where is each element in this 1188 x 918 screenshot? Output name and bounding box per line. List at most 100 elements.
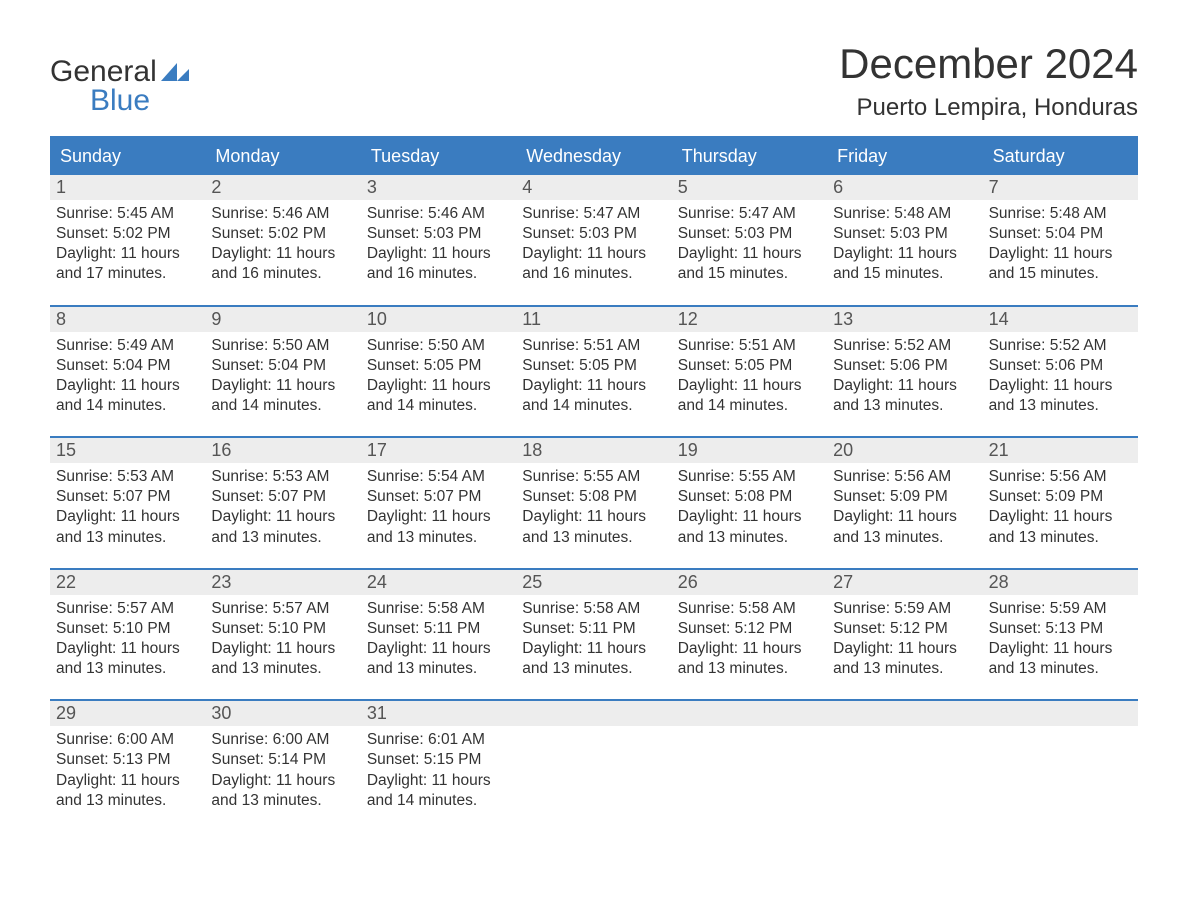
day-number: 8 (50, 307, 205, 332)
logo-text: General Blue (50, 58, 189, 115)
daylight-text-2: and 13 minutes. (989, 528, 1132, 548)
day-cell: Sunrise: 5:48 AMSunset: 5:04 PMDaylight:… (983, 200, 1138, 285)
day-cell (516, 726, 671, 811)
daylight-text-1: Daylight: 11 hours (56, 639, 199, 659)
sunset-text: Sunset: 5:13 PM (989, 619, 1132, 639)
day-of-week-header: Saturday (983, 138, 1138, 175)
sunset-text: Sunset: 5:03 PM (833, 224, 976, 244)
daylight-text-2: and 14 minutes. (367, 791, 510, 811)
day-number: 4 (516, 175, 671, 200)
sunrise-text: Sunrise: 5:58 AM (522, 599, 665, 619)
daylight-text-1: Daylight: 11 hours (522, 507, 665, 527)
sunrise-text: Sunrise: 6:00 AM (211, 730, 354, 750)
day-number (672, 701, 827, 726)
sunrise-text: Sunrise: 5:52 AM (989, 336, 1132, 356)
sunset-text: Sunset: 5:14 PM (211, 750, 354, 770)
sunrise-text: Sunrise: 5:48 AM (833, 204, 976, 224)
sunrise-text: Sunrise: 5:51 AM (522, 336, 665, 356)
daylight-text-1: Daylight: 11 hours (367, 244, 510, 264)
daylight-text-2: and 16 minutes. (367, 264, 510, 284)
daylight-text-1: Daylight: 11 hours (678, 507, 821, 527)
daylight-text-2: and 13 minutes. (833, 528, 976, 548)
sunset-text: Sunset: 5:10 PM (211, 619, 354, 639)
title-block: December 2024 Puerto Lempira, Honduras (839, 40, 1138, 122)
day-cell: Sunrise: 6:01 AMSunset: 5:15 PMDaylight:… (361, 726, 516, 811)
sunrise-text: Sunrise: 5:48 AM (989, 204, 1132, 224)
sunset-text: Sunset: 5:11 PM (367, 619, 510, 639)
sunset-text: Sunset: 5:03 PM (678, 224, 821, 244)
daylight-text-2: and 13 minutes. (56, 659, 199, 679)
sunset-text: Sunset: 5:07 PM (56, 487, 199, 507)
day-of-week-header: Monday (205, 138, 360, 175)
sunrise-text: Sunrise: 5:47 AM (522, 204, 665, 224)
calendar-page: General Blue December 2024 Puerto Lempir… (0, 0, 1188, 851)
daylight-text-1: Daylight: 11 hours (833, 507, 976, 527)
day-number: 22 (50, 570, 205, 595)
sunset-text: Sunset: 5:05 PM (522, 356, 665, 376)
day-number: 18 (516, 438, 671, 463)
day-cell: Sunrise: 5:55 AMSunset: 5:08 PMDaylight:… (672, 463, 827, 548)
day-cell (672, 726, 827, 811)
day-cell: Sunrise: 5:58 AMSunset: 5:11 PMDaylight:… (361, 595, 516, 680)
sunset-text: Sunset: 5:08 PM (678, 487, 821, 507)
day-cell: Sunrise: 5:56 AMSunset: 5:09 PMDaylight:… (827, 463, 982, 548)
day-cell (827, 726, 982, 811)
sunrise-text: Sunrise: 5:53 AM (211, 467, 354, 487)
day-cell: Sunrise: 5:50 AMSunset: 5:05 PMDaylight:… (361, 332, 516, 417)
daylight-text-1: Daylight: 11 hours (833, 376, 976, 396)
sunrise-text: Sunrise: 5:46 AM (211, 204, 354, 224)
sunset-text: Sunset: 5:06 PM (833, 356, 976, 376)
daylight-text-2: and 14 minutes. (367, 396, 510, 416)
daylight-text-2: and 13 minutes. (56, 791, 199, 811)
daylight-text-1: Daylight: 11 hours (678, 244, 821, 264)
day-cell (983, 726, 1138, 811)
sunrise-text: Sunrise: 5:58 AM (367, 599, 510, 619)
day-cell: Sunrise: 5:45 AMSunset: 5:02 PMDaylight:… (50, 200, 205, 285)
sunset-text: Sunset: 5:02 PM (211, 224, 354, 244)
daylight-text-2: and 15 minutes. (833, 264, 976, 284)
sunrise-text: Sunrise: 5:59 AM (989, 599, 1132, 619)
calendar-grid: SundayMondayTuesdayWednesdayThursdayFrid… (50, 136, 1138, 811)
day-cell: Sunrise: 6:00 AMSunset: 5:14 PMDaylight:… (205, 726, 360, 811)
daylight-text-2: and 13 minutes. (678, 528, 821, 548)
day-number: 30 (205, 701, 360, 726)
daylight-text-2: and 13 minutes. (833, 659, 976, 679)
daylight-text-2: and 13 minutes. (833, 396, 976, 416)
day-number: 17 (361, 438, 516, 463)
daylight-text-1: Daylight: 11 hours (989, 244, 1132, 264)
sunset-text: Sunset: 5:02 PM (56, 224, 199, 244)
day-number: 25 (516, 570, 671, 595)
sunrise-text: Sunrise: 5:55 AM (678, 467, 821, 487)
month-title: December 2024 (839, 40, 1138, 88)
sunset-text: Sunset: 5:07 PM (211, 487, 354, 507)
day-number: 26 (672, 570, 827, 595)
day-cell: Sunrise: 5:57 AMSunset: 5:10 PMDaylight:… (205, 595, 360, 680)
day-number: 11 (516, 307, 671, 332)
day-number: 3 (361, 175, 516, 200)
day-number: 31 (361, 701, 516, 726)
daylight-text-2: and 15 minutes. (678, 264, 821, 284)
sunrise-text: Sunrise: 5:49 AM (56, 336, 199, 356)
day-cell: Sunrise: 5:56 AMSunset: 5:09 PMDaylight:… (983, 463, 1138, 548)
day-cell: Sunrise: 5:49 AMSunset: 5:04 PMDaylight:… (50, 332, 205, 417)
daylight-text-2: and 13 minutes. (56, 528, 199, 548)
sunset-text: Sunset: 5:09 PM (833, 487, 976, 507)
sunrise-text: Sunrise: 5:58 AM (678, 599, 821, 619)
day-cell: Sunrise: 5:59 AMSunset: 5:13 PMDaylight:… (983, 595, 1138, 680)
daylight-text-1: Daylight: 11 hours (367, 771, 510, 791)
sunset-text: Sunset: 5:11 PM (522, 619, 665, 639)
day-cell: Sunrise: 5:51 AMSunset: 5:05 PMDaylight:… (672, 332, 827, 417)
day-cell: Sunrise: 5:55 AMSunset: 5:08 PMDaylight:… (516, 463, 671, 548)
day-number: 15 (50, 438, 205, 463)
daylight-text-1: Daylight: 11 hours (989, 639, 1132, 659)
daylight-text-1: Daylight: 11 hours (678, 639, 821, 659)
daylight-text-2: and 16 minutes. (211, 264, 354, 284)
day-number: 9 (205, 307, 360, 332)
daylight-text-2: and 13 minutes. (367, 528, 510, 548)
sunset-text: Sunset: 5:04 PM (56, 356, 199, 376)
day-cell: Sunrise: 5:46 AMSunset: 5:02 PMDaylight:… (205, 200, 360, 285)
daylight-text-2: and 13 minutes. (989, 396, 1132, 416)
header-row: General Blue December 2024 Puerto Lempir… (50, 40, 1138, 122)
day-number (983, 701, 1138, 726)
daylight-text-1: Daylight: 11 hours (678, 376, 821, 396)
